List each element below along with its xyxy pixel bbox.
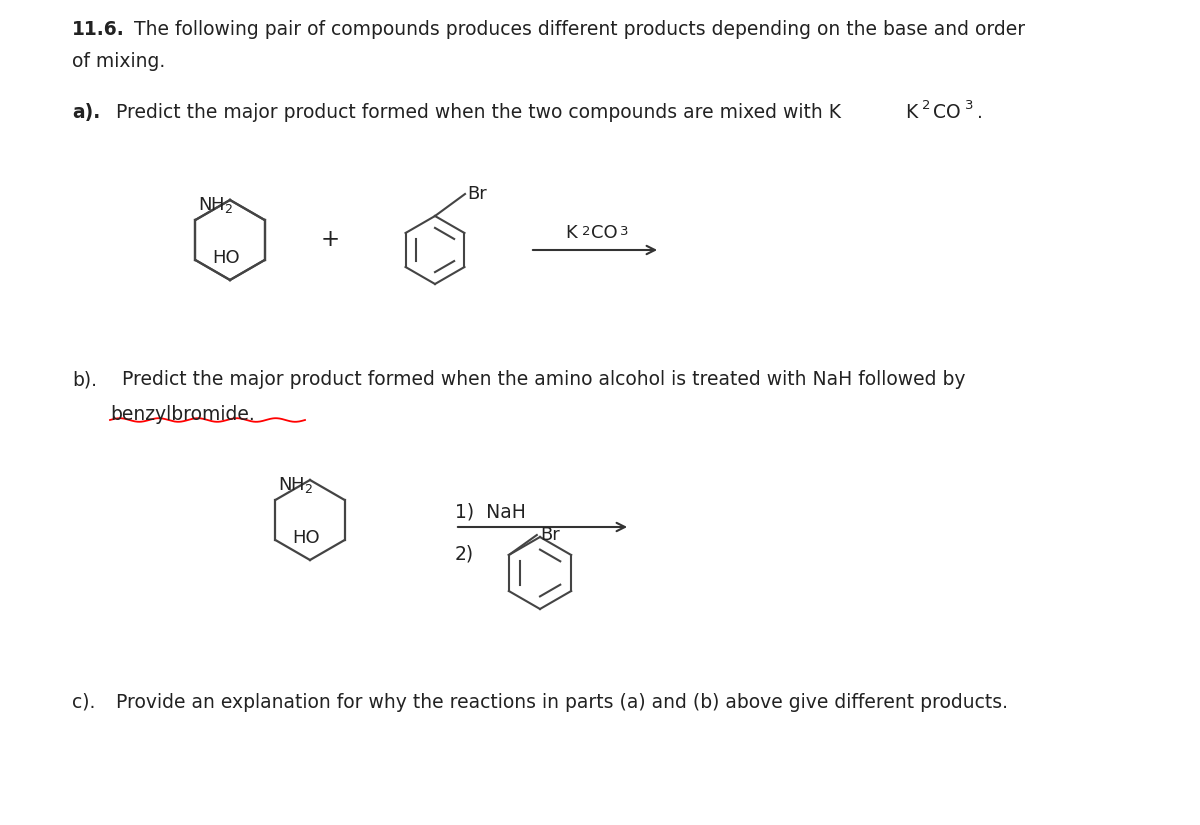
Text: b).: b). [72,370,97,389]
Text: HO: HO [212,249,240,267]
Text: K: K [565,224,577,242]
Text: 3: 3 [620,225,629,238]
Text: .: . [977,103,983,122]
Text: Predict the major product formed when the amino alcohol is treated with NaH foll: Predict the major product formed when th… [110,370,966,389]
Text: 2: 2 [922,99,930,112]
Text: Predict the major product formed when the two compounds are mixed with K: Predict the major product formed when th… [110,103,841,122]
Text: benzylbromide.: benzylbromide. [110,405,254,424]
Text: 11.6.: 11.6. [72,20,125,39]
Text: 3: 3 [965,99,973,112]
Text: CO: CO [934,103,961,122]
Text: 2): 2) [455,545,474,564]
Text: a).: a). [72,103,101,122]
Text: Br: Br [467,185,487,203]
Text: NH$_2$: NH$_2$ [278,475,313,495]
Text: Provide an explanation for why the reactions in parts (a) and (b) above give dif: Provide an explanation for why the react… [110,693,1008,712]
Text: HO: HO [293,529,320,547]
Text: c).: c). [72,693,95,712]
Text: 2: 2 [582,225,590,238]
Text: K: K [905,103,917,122]
Text: NH$_2$: NH$_2$ [198,195,234,215]
Text: The following pair of compounds produces different products depending on the bas: The following pair of compounds produces… [128,20,1025,39]
Text: Br: Br [540,526,559,544]
Text: +: + [320,229,340,252]
Text: CO: CO [590,224,618,242]
Text: of mixing.: of mixing. [72,52,166,71]
Text: 1)  NaH: 1) NaH [455,503,526,522]
